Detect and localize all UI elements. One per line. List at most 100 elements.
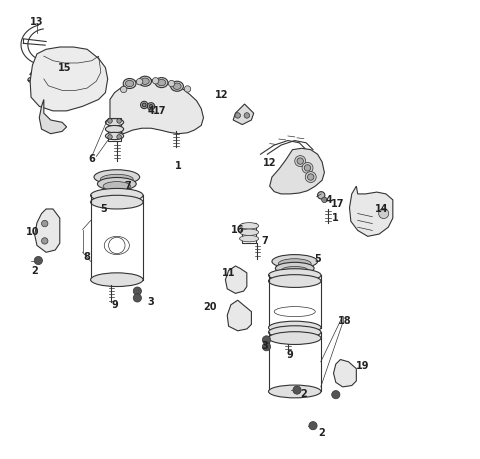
Text: 7: 7 [262,236,268,246]
Polygon shape [227,300,252,331]
Ellipse shape [28,77,38,83]
Circle shape [263,342,271,351]
Circle shape [184,86,191,92]
Text: 17: 17 [331,199,345,209]
Ellipse shape [106,132,124,140]
Ellipse shape [268,326,321,339]
Ellipse shape [240,229,259,235]
Circle shape [34,257,42,265]
Polygon shape [233,104,254,124]
Text: 2: 2 [319,427,325,437]
Circle shape [133,287,142,295]
Text: 19: 19 [357,361,370,371]
Ellipse shape [106,118,124,126]
Circle shape [293,386,301,394]
Circle shape [322,197,327,202]
Ellipse shape [141,78,149,84]
Circle shape [141,101,148,109]
Ellipse shape [268,385,321,398]
Circle shape [108,118,112,123]
Text: 2: 2 [300,389,307,399]
Circle shape [263,336,271,344]
Circle shape [297,158,303,164]
Text: 10: 10 [25,227,39,237]
Circle shape [42,220,48,227]
Text: 15: 15 [58,62,71,73]
Ellipse shape [281,267,309,274]
Text: 7: 7 [125,181,132,191]
Circle shape [108,134,112,139]
Circle shape [149,105,153,108]
Text: 11: 11 [222,268,235,278]
Ellipse shape [173,83,181,90]
Text: 12: 12 [215,90,228,100]
Circle shape [305,172,316,183]
Circle shape [136,78,143,85]
Text: 9: 9 [287,350,294,360]
Text: 13: 13 [30,17,44,27]
Text: 6: 6 [88,154,95,164]
Polygon shape [226,266,247,293]
Circle shape [244,113,250,118]
Ellipse shape [125,80,134,87]
Circle shape [302,162,313,174]
Polygon shape [30,47,108,111]
Circle shape [304,165,311,171]
Polygon shape [35,209,60,252]
Text: 5: 5 [314,254,321,264]
Ellipse shape [278,259,311,269]
Ellipse shape [91,273,143,286]
Ellipse shape [91,195,143,209]
Ellipse shape [91,189,143,202]
Circle shape [133,294,142,302]
Circle shape [120,86,127,93]
Ellipse shape [240,223,259,229]
Ellipse shape [106,125,124,133]
Text: 3: 3 [262,341,268,351]
Ellipse shape [268,269,321,281]
Polygon shape [334,359,356,387]
Circle shape [332,391,340,399]
Ellipse shape [157,79,166,86]
Polygon shape [39,100,67,134]
Text: 5: 5 [100,204,107,214]
Text: 2: 2 [31,266,38,275]
Polygon shape [110,80,204,134]
Polygon shape [270,148,324,194]
Text: 12: 12 [263,158,276,168]
Text: 3: 3 [148,297,155,308]
Ellipse shape [123,78,136,89]
Circle shape [235,113,240,118]
Text: 14: 14 [375,204,388,214]
Circle shape [153,78,159,84]
Circle shape [309,421,317,430]
Text: 1: 1 [175,161,182,171]
Ellipse shape [276,263,314,274]
Ellipse shape [94,170,140,185]
Circle shape [318,192,325,199]
Circle shape [379,208,389,218]
Ellipse shape [97,178,136,190]
Ellipse shape [103,182,131,191]
Text: 16: 16 [231,224,244,235]
Text: 8: 8 [84,252,91,262]
Ellipse shape [139,76,152,86]
Ellipse shape [268,332,321,344]
Ellipse shape [100,174,133,185]
Ellipse shape [268,321,321,334]
Text: 20: 20 [204,302,217,312]
Text: 1: 1 [333,213,339,223]
Circle shape [117,118,121,123]
Circle shape [143,103,146,107]
Circle shape [168,80,175,87]
Text: 18: 18 [338,316,352,326]
Ellipse shape [272,255,318,268]
Circle shape [147,103,155,110]
Ellipse shape [240,235,259,242]
Circle shape [42,238,48,244]
Text: 4: 4 [325,195,332,205]
Circle shape [295,156,306,167]
Ellipse shape [268,274,321,287]
Polygon shape [349,186,393,236]
Circle shape [117,134,121,139]
